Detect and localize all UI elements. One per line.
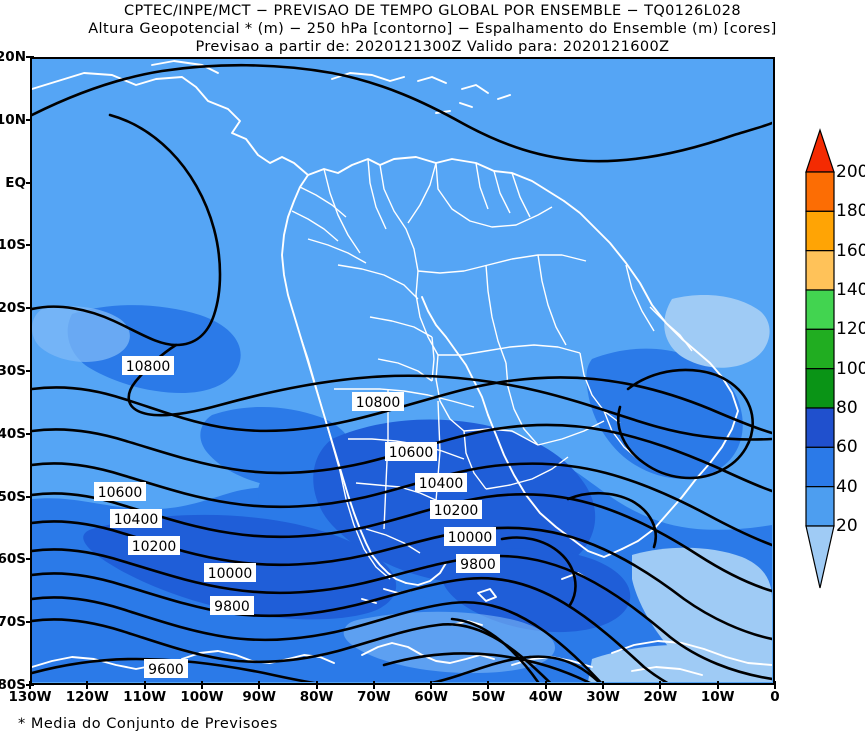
colorbar-swatch: [805, 486, 835, 527]
longitude-tick-label: 120W: [65, 689, 109, 705]
latitude-tick-label: 60S: [0, 551, 26, 568]
longitude-tick-mark: [315, 681, 318, 689]
latitude-tick-label: 10N: [0, 111, 26, 128]
latitude-axis: 20N 10N EQ 10S 20S 30S 40S 50S 60S 70S 80S: [0, 49, 34, 693]
colorbar-tick-label: 200: [836, 162, 865, 182]
contour-map-svg: 10800 10800 10600 10400 10200 10000 9800…: [32, 59, 772, 682]
latitude-tick-label: EQ: [5, 174, 26, 191]
colorbar-tick-label: 60: [836, 437, 858, 458]
longitude-tick-mark: [200, 681, 203, 689]
longitude-tick-label: 80W: [299, 689, 334, 705]
svg-text:10200: 10200: [132, 539, 177, 555]
longitude-tick-label: 30W: [586, 689, 620, 705]
latitude-tick-label: 30S: [0, 363, 26, 379]
longitude-tick-label: 110W: [123, 689, 167, 705]
longitude-tick-mark: [659, 681, 662, 689]
longitude-tick-mark: [544, 681, 547, 689]
longitude-tick-mark: [716, 681, 719, 689]
latitude-tick-label: 80S: [0, 677, 26, 693]
colorbar-tick-label: 100: [836, 358, 865, 379]
latitude-tick-label: 20N: [0, 49, 26, 65]
longitude-tick-mark: [258, 681, 261, 689]
longitude-tick-mark: [372, 681, 375, 689]
longitude-axis: 130W 120W 110W 100W 90W 80W 70W 60W 50W 40W 30W 20W…: [8, 681, 780, 709]
title-line-2: Altura Geopotencial * (m) − 250 hPa [con…: [88, 21, 777, 37]
longitude-tick-mark: [487, 681, 490, 689]
title-line-3: Previsao a partir de: 2020121300Z Valido…: [195, 39, 670, 55]
longitude-tick-mark: [143, 681, 146, 689]
colorbar-tick-label: 140: [836, 280, 865, 300]
svg-text:10600: 10600: [389, 445, 434, 461]
colorbar-extend-high: [805, 128, 835, 173]
chart-title-block: CPTEC/INPE/MCT − PREVISAO DE TEMPO GLOBA…: [0, 0, 865, 56]
colorbar-tick-label: 40: [836, 476, 858, 497]
svg-text:10200: 10200: [434, 503, 479, 519]
svg-text:9600: 9600: [148, 662, 184, 678]
colorbar-swatch: [805, 446, 835, 488]
colorbar-tick-label: 180: [836, 201, 865, 222]
colorbar-swatch: [805, 407, 835, 448]
footer-note: * Media do Conjunto de Previsoes: [18, 716, 278, 732]
colorbar-tick-label: 160: [836, 240, 865, 261]
colorbar-tick-label: 120: [836, 319, 865, 340]
svg-text:9800: 9800: [460, 557, 496, 573]
svg-text:10600: 10600: [98, 485, 143, 501]
longitude-tick-mark: [86, 681, 89, 689]
svg-text:10000: 10000: [448, 530, 493, 546]
colorbar-swatch: [805, 368, 835, 409]
latitude-tick-label: 10S: [0, 237, 26, 254]
svg-text:10400: 10400: [419, 476, 464, 492]
longitude-tick-mark: [774, 681, 776, 689]
longitude-tick-mark: [29, 681, 31, 689]
longitude-tick-label: 0: [770, 689, 780, 705]
longitude-tick-label: 10W: [700, 689, 735, 705]
longitude-tick-label: 20W: [643, 689, 678, 705]
latitude-tick-label: 70S: [0, 614, 26, 631]
svg-text:10800: 10800: [126, 359, 171, 375]
title-line-1: CPTEC/INPE/MCT − PREVISAO DE TEMPO GLOBA…: [123, 3, 741, 19]
map-plot-area[interactable]: 10800 10800 10600 10400 10200 10000 9800…: [30, 57, 775, 685]
svg-text:10000: 10000: [208, 566, 253, 582]
colorbar[interactable]: 200 180 160 140 120 100 80 60 40 20: [800, 128, 865, 598]
longitude-tick-mark: [602, 681, 605, 689]
longitude-tick-label: 90W: [242, 689, 277, 705]
longitude-tick-label: 130W: [8, 689, 52, 705]
longitude-tick-label: 100W: [180, 689, 224, 705]
latitude-tick-label: 20S: [0, 300, 26, 317]
colorbar-tick-label: 80: [836, 398, 858, 418]
colorbar-extend-low: [805, 525, 835, 589]
longitude-tick-label: 40W: [528, 689, 563, 705]
svg-text:10400: 10400: [114, 512, 159, 528]
latitude-tick-label: 40S: [0, 425, 26, 442]
colorbar-swatches: [805, 128, 835, 589]
colorbar-swatch: [805, 328, 835, 370]
svg-text:9800: 9800: [214, 599, 250, 615]
svg-text:10800: 10800: [356, 395, 401, 411]
latitude-tick-label: 50S: [0, 488, 26, 505]
longitude-tick-label: 70W: [357, 689, 391, 705]
longitude-tick-label: 60W: [414, 689, 448, 705]
longitude-tick-label: 50W: [471, 689, 506, 705]
colorbar-swatch: [805, 210, 835, 252]
longitude-tick-mark: [430, 681, 433, 689]
colorbar-swatch: [805, 289, 835, 330]
colorbar-swatch: [805, 171, 835, 212]
map-clip: 10800 10800 10600 10400 10200 10000 9800…: [32, 59, 773, 683]
colorbar-swatch: [805, 250, 835, 291]
colorbar-tick-label: 20: [836, 516, 858, 536]
